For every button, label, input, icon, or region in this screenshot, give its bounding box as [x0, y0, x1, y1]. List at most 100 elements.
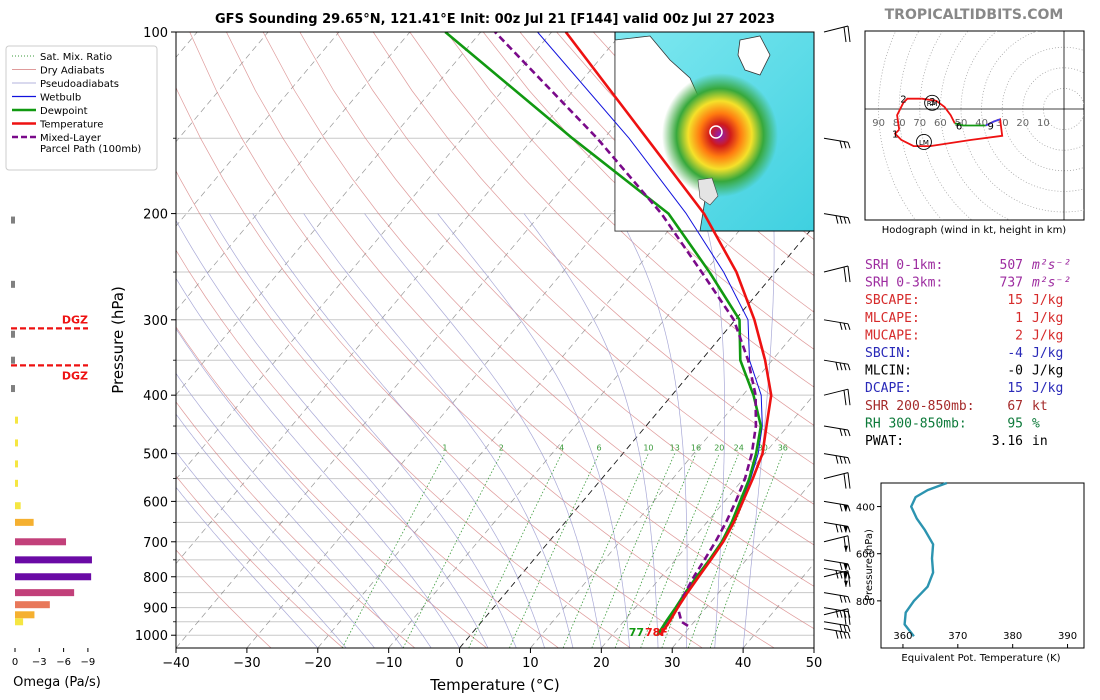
barb-shaft	[823, 628, 849, 634]
barb-feather	[843, 609, 847, 625]
mixing-ratio-line	[709, 453, 784, 648]
omega-bar	[11, 330, 15, 338]
barb-feather	[843, 624, 847, 632]
barb-flag	[844, 545, 848, 552]
dry-adiabat-line	[176, 549, 272, 648]
barb-feather	[847, 217, 851, 224]
index-value: 2	[1015, 328, 1023, 343]
mixing-ratio-label: 2	[499, 444, 504, 453]
storm-motion-marker	[915, 134, 932, 150]
dry-adiabat-line	[299, 32, 814, 546]
storm-motion-label: LM	[919, 139, 929, 147]
wind-barb	[823, 570, 851, 587]
x-tick-label: 50	[806, 656, 823, 671]
barb-feather	[847, 596, 851, 603]
omega-bar	[15, 611, 35, 619]
barb-shaft	[823, 453, 849, 459]
barb-feather	[839, 456, 843, 464]
mixing-ratio-label: 16	[691, 444, 701, 453]
hodograph-height-label: 1	[892, 130, 898, 141]
y-tick-label: 100	[143, 26, 168, 41]
legend-label: Sat. Mix. Ratio	[40, 52, 112, 63]
pseudoadiabat-line	[176, 451, 347, 648]
y-tick-label: 900	[143, 602, 168, 617]
barb-feather	[843, 595, 847, 603]
mixing-ratio-label: 20	[714, 444, 724, 453]
barb-feather	[847, 526, 851, 533]
mixing-ratio-label: 24	[734, 444, 744, 453]
index-unit: J/kg	[1032, 364, 1063, 379]
index-value: -4	[1007, 346, 1023, 361]
barb-feather	[847, 265, 851, 283]
dry-adiabat-line	[226, 32, 814, 630]
pseudoadiabat-line	[176, 486, 319, 648]
barb-feather	[847, 632, 851, 639]
satellite-map-inset	[614, 31, 815, 232]
dry-adiabat-line	[176, 86, 703, 648]
index-unit: J/kg	[1032, 381, 1063, 396]
wind-barb	[823, 559, 851, 571]
isotherm-line	[530, 309, 814, 648]
hodograph-trace-upper	[985, 118, 1001, 127]
barb-shaft	[823, 592, 849, 598]
x-tick-label: 0	[455, 656, 463, 671]
mixing-ratio-label: 36	[778, 444, 788, 453]
isotherm-line	[176, 32, 482, 396]
index-label: RH 300-850mb:	[865, 416, 967, 431]
theta-e-ylabel: Pressure (hPa)	[864, 529, 875, 601]
omega-tick-label: −9	[81, 657, 96, 668]
omega-bar	[15, 518, 34, 526]
isotherm-line	[459, 225, 814, 648]
barb-shaft	[823, 559, 849, 565]
wind-barb	[823, 137, 851, 149]
skewt-xlabel: Temperature (°C)	[429, 676, 559, 694]
isotherm-line	[671, 478, 814, 648]
theta-e-xlabel: Equivalent Pot. Temperature (K)	[901, 653, 1060, 664]
barb-feather	[843, 266, 847, 283]
x-tick-label: 10	[522, 656, 539, 671]
barb-feather	[847, 364, 851, 371]
index-label: SBCAPE:	[865, 293, 920, 308]
barb-feather	[835, 609, 839, 618]
index-value: 95	[1007, 416, 1023, 431]
index-unit: J/kg	[1032, 328, 1063, 343]
pseudoadiabat-line	[176, 277, 460, 648]
surface-temp-label: 77 78F	[629, 626, 668, 639]
omega-bar	[11, 385, 15, 393]
mixing-ratio-line	[509, 453, 600, 648]
legend-label: Mixed-Layer	[40, 133, 102, 144]
hodograph-ring-label: 50	[955, 118, 968, 129]
theta-e-frame	[880, 482, 1085, 649]
wind-barb	[823, 592, 851, 603]
barb-feather	[839, 524, 843, 533]
barb-flag	[844, 526, 848, 533]
wind-barb	[823, 265, 851, 283]
barb-shaft	[823, 137, 849, 143]
omega-bar	[15, 538, 67, 546]
mixing-ratio-line	[468, 453, 563, 648]
mixing-ratio-label: 10	[643, 444, 653, 453]
mixing-ratio-line	[661, 453, 740, 648]
index-label: MUCAPE:	[865, 328, 920, 343]
wind-barb	[823, 359, 851, 371]
barb-feather	[847, 142, 851, 149]
hodograph-height-label: 9	[988, 121, 994, 132]
omega-tick-label: −6	[56, 657, 71, 668]
theta-e-panel: 360 370 380 390 400 600 800	[856, 481, 1085, 649]
y-tick-label: 600	[143, 495, 168, 510]
pseudoadiabat-line	[209, 213, 517, 648]
index-value: 67	[1007, 399, 1023, 414]
skewt-background-lines: 1 2 4 6 10 13 16 20 24 30 36	[176, 32, 814, 648]
wind-barb	[823, 213, 851, 224]
index-label: SHR 200-850mb:	[865, 399, 975, 414]
barb-feather	[839, 631, 843, 639]
dry-adiabat-line	[176, 249, 559, 648]
hodograph-ring-label: 60	[934, 118, 947, 129]
dry-adiabat-line	[262, 32, 814, 587]
hodograph-height-label: 2	[900, 95, 906, 106]
index-unit: J/kg	[1032, 311, 1063, 326]
theta-e-x-tick-label: 390	[1058, 631, 1077, 642]
barb-feather	[839, 362, 843, 371]
